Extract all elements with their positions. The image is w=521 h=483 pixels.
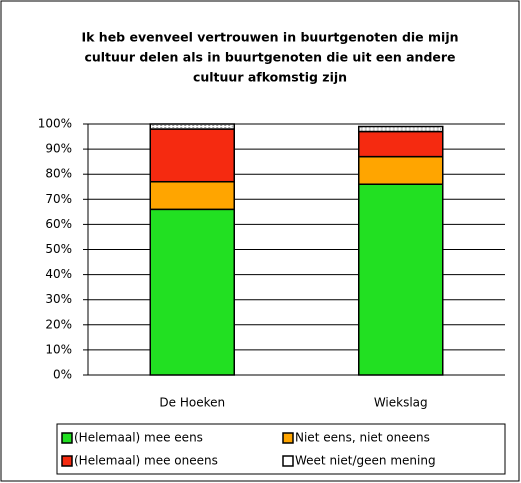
y-tick-label: 0% [53,368,72,382]
y-tick-label: 60% [45,217,72,231]
legend-swatch [282,432,294,444]
legend-swatch [61,432,73,444]
legend-swatch [61,455,73,467]
bar-segment-pattern [151,125,233,129]
bar-segment [358,183,444,376]
bar-segment [149,128,235,183]
legend-label: Weet niet/geen mening [295,454,436,468]
bar-segment-pattern [360,127,442,131]
y-tick-label: 70% [45,192,72,206]
chart-title: cultuur afkomstig zijn [193,70,347,85]
bar-segment [358,155,444,185]
y-tick-label: 10% [45,342,72,356]
y-tick-label: 80% [45,167,72,181]
y-tick-label: 20% [45,317,72,331]
x-tick-label: Wiekslag [374,396,428,410]
y-tick-label: 100% [38,117,72,131]
chart-title: Ik heb evenveel vertrouwen in buurtgenot… [81,30,458,45]
legend-label: (Helemaal) mee oneens [74,454,218,468]
legend-box [56,423,506,475]
bar-segment [149,208,235,376]
legend-swatch [282,455,294,467]
y-tick-label: 50% [45,242,72,256]
legend-label: (Helemaal) mee eens [74,431,203,445]
legend-label: Niet eens, niet oneens [295,431,430,445]
bar-segment [149,180,235,211]
bar-segment [358,125,444,133]
x-tick-label: De Hoeken [159,396,225,410]
y-tick-label: 90% [45,142,72,156]
y-tick-label: 40% [45,267,72,281]
bar-segment [358,130,444,158]
y-tick-label: 30% [45,292,72,306]
bar-segment [149,123,235,130]
chart-title: cultuur delen als in buurtgenoten die ui… [84,50,455,65]
